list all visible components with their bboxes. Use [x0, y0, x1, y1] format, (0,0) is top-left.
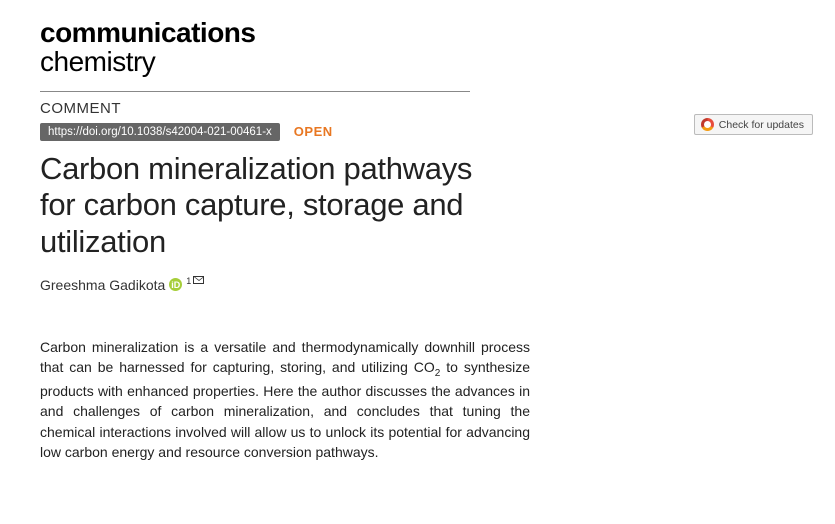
affiliation-number: 1 — [186, 276, 191, 286]
check-for-updates-button[interactable]: Check for updates — [694, 114, 813, 135]
abstract: Carbon mineralization is a versatile and… — [40, 337, 530, 463]
journal-name: communications chemistry — [40, 18, 795, 77]
doi-row: https://doi.org/10.1038/s42004-021-00461… — [40, 123, 795, 141]
doi-link[interactable]: https://doi.org/10.1038/s42004-021-00461… — [40, 123, 280, 141]
author-affiliation-marker: 1 — [186, 276, 204, 286]
journal-line1: communications — [40, 18, 795, 47]
open-access-label: OPEN — [294, 124, 333, 139]
crossmark-icon — [701, 118, 714, 131]
article-title: Carbon mineralization pathways for carbo… — [40, 151, 500, 261]
author-name: Greeshma Gadikota — [40, 277, 165, 293]
check-for-updates-label: Check for updates — [719, 119, 804, 131]
journal-line2: chemistry — [40, 47, 795, 76]
article-type: COMMENT — [40, 100, 795, 117]
corresponding-author-icon — [193, 276, 204, 284]
header-divider — [40, 91, 470, 92]
author-line: Greeshma Gadikota iD 1 — [40, 277, 795, 293]
orcid-icon[interactable]: iD — [169, 278, 182, 291]
